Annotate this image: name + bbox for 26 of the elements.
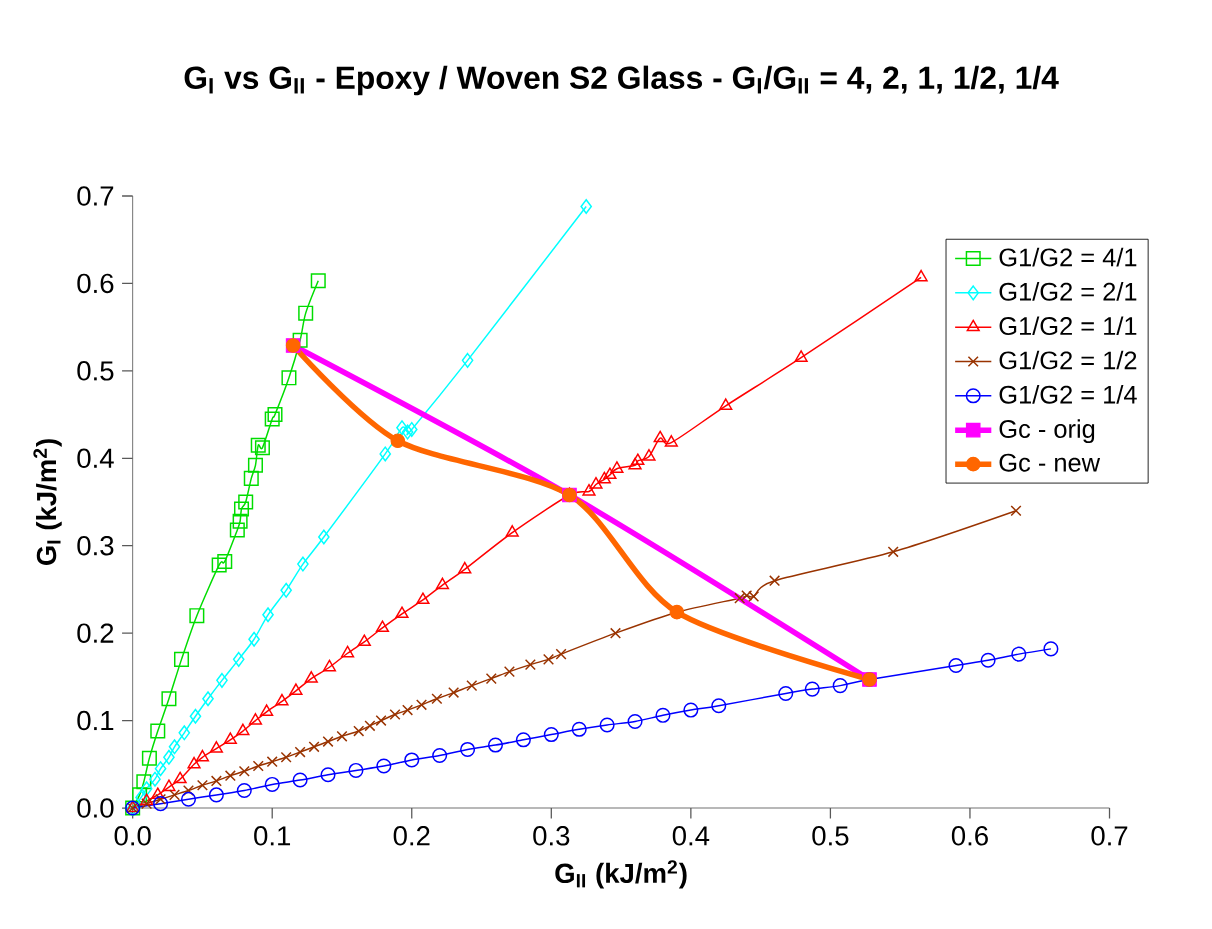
x-tick-label: 0.2	[393, 826, 430, 846]
y-tick-label: 0.2	[77, 623, 114, 644]
legend-label: G1/G2 = 4/1	[999, 247, 1137, 267]
legend-label: G1/G2 = 1/1	[999, 316, 1137, 336]
legend-label: G1/G2 = 1/4	[999, 385, 1137, 404]
x-tick-label: 0.5	[812, 826, 849, 846]
x-tick-label: 0.0	[114, 826, 151, 846]
legend-label: Gc - new	[999, 453, 1101, 472]
x-tick-label: 0.6	[951, 826, 988, 846]
legend-label: G1/G2 = 1/2	[999, 350, 1137, 370]
chart-title: G$_{I}$ vs G$_{II}$ - Epoxy / Woven S2 Glass - G$_{I}$/G$_{II}$ = 4, 2, 1, 1/2, 1/4	[184, 65, 1059, 96]
y-tick-label: 0.7	[77, 186, 114, 206]
x-tick-label: 0.3	[533, 826, 570, 846]
y-tick-label: 0.4	[77, 448, 114, 469]
y-tick-label: 0.3	[77, 536, 114, 556]
y-axis-title: G$_{I}$ (kJ/m$^{2}$)	[33, 439, 62, 566]
y-tick-label: 0.6	[77, 273, 114, 294]
x-tick-label: 0.4	[672, 826, 710, 846]
y-tick-label: 0.1	[77, 711, 114, 731]
y-tick-label: 0.0	[77, 798, 114, 818]
x-axis-title: G$_{II}$ (kJ/m$^{2}$)	[555, 860, 687, 889]
x-tick-label: 0.1	[254, 826, 291, 846]
y-tick-label: 0.5	[77, 361, 114, 381]
legend-label: Gc - orig	[999, 419, 1095, 444]
x-tick-label: 0.7	[1091, 826, 1128, 846]
legend-label: G1/G2 = 2/1	[999, 282, 1137, 301]
